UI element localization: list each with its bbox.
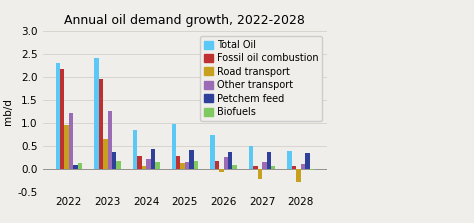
Bar [108,111,112,169]
Bar [296,169,301,182]
Bar [305,153,310,169]
Bar [253,166,258,169]
Title: Annual oil demand growth, 2022-2028: Annual oil demand growth, 2022-2028 [64,14,305,27]
Bar [287,151,292,169]
Bar [219,169,224,172]
Bar [117,161,121,169]
Bar [55,63,60,169]
Bar [224,157,228,169]
Bar [215,161,219,169]
Bar [249,146,253,169]
Bar [176,155,181,169]
Bar [194,161,198,169]
Bar [69,113,73,169]
Bar [172,124,176,169]
Bar [137,155,142,169]
Bar [210,135,215,169]
Bar [185,161,189,169]
Bar [94,58,99,169]
Bar [60,69,64,169]
Bar [258,169,262,179]
Bar [189,150,194,169]
Bar [292,166,296,169]
Bar [64,125,69,169]
Bar [232,165,237,169]
Y-axis label: mb/d: mb/d [3,98,13,125]
Bar [78,163,82,169]
Bar [262,162,266,169]
Bar [301,164,305,169]
Bar [103,139,108,169]
Legend: Total Oil, Fossil oil combustion, Road transport, Other transport, Petchem feed,: Total Oil, Fossil oil combustion, Road t… [200,36,322,121]
Bar [271,166,275,169]
Bar [133,130,137,169]
Bar [155,162,160,169]
Bar [142,166,146,169]
Bar [112,152,117,169]
Bar [151,149,155,169]
Bar [228,152,232,169]
Bar [266,152,271,169]
Bar [181,163,185,169]
Bar [310,169,314,170]
Bar [99,79,103,169]
Bar [73,165,78,169]
Bar [146,159,151,169]
